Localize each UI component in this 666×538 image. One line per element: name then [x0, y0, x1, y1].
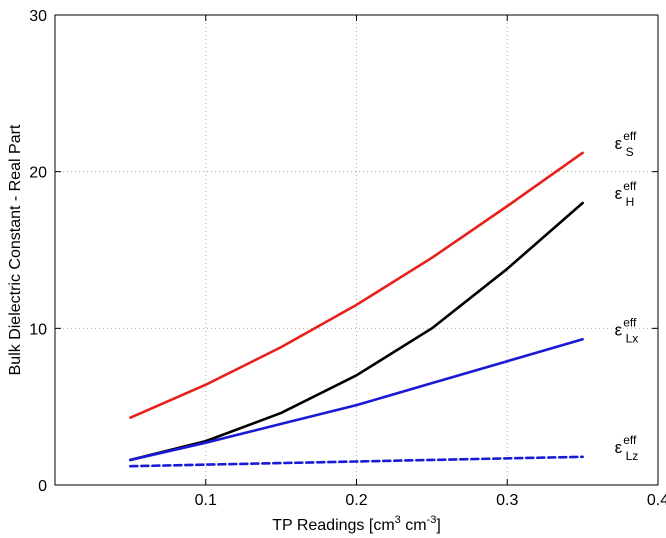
series-line-lx: [129, 337, 584, 462]
series-label-h: εeff H: [615, 179, 637, 209]
series-label-lx: εeff Lx: [615, 315, 639, 345]
series-lines: [129, 151, 584, 468]
y-tick-label: 20: [29, 165, 47, 182]
series-label-s: εeff S: [615, 129, 637, 159]
axis-ticks: 0.1 0.2 0.3 0.4 0 10 20 30: [29, 8, 666, 509]
series-line-h: [129, 201, 584, 462]
series-labels: εeff S εeff H εeff Lx εeff Lz: [615, 129, 639, 463]
x-tick-label: 0.3: [496, 492, 518, 509]
series-line-s: [129, 151, 584, 419]
series-line-lz: [129, 455, 584, 468]
x-tick-label: 0.4: [647, 492, 666, 509]
series-label-lz: εeff Lz: [615, 433, 639, 463]
plot-frame: [54, 14, 659, 486]
x-tick-label: 0.2: [345, 492, 367, 509]
x-axis-label: TP Readings [cm3 cm-3]: [272, 514, 441, 534]
y-axis-label: Bulk Dielectric Constant - Real Part: [7, 124, 24, 375]
y-tick-label: 0: [38, 478, 47, 495]
y-tick-label: 10: [29, 321, 47, 338]
grid-lines: [55, 15, 658, 485]
x-tick-label: 0.1: [195, 492, 217, 509]
y-tick-label: 30: [29, 8, 47, 25]
